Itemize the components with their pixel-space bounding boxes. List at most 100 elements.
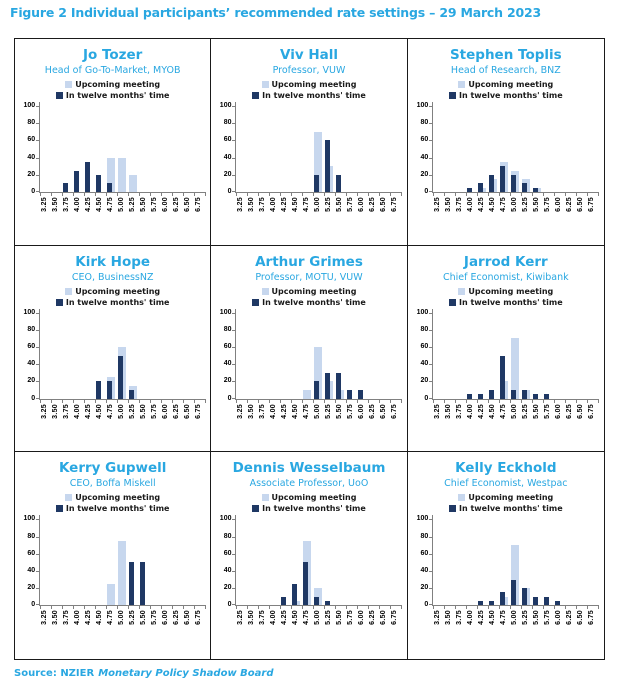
panels-grid: Jo Tozer Head of Go-To-Market, MYOB Upco…: [14, 38, 605, 660]
x-axis-labels: 3.25 3.50 3.75 4.00 4.25 4.50 4.75 5.00 5.25 5.50…: [433, 610, 599, 640]
bar-twelve-months: [511, 390, 517, 399]
x-axis-label: 3.25: [433, 197, 444, 227]
participant-name: Viv Hall: [279, 47, 338, 63]
legend-item-upcoming: Upcoming meeting: [261, 287, 356, 296]
plot-column: 3.25 3.50 3.75 4.00 4.25 4.50 4.75 5.00 5.25 5.50…: [36, 102, 207, 227]
x-axis-label: 6.50: [379, 610, 390, 640]
y-axis-tick: [429, 329, 434, 331]
x-axis-label: 3.50: [51, 404, 62, 434]
x-axis-label-text: 5.00: [511, 403, 519, 419]
y-axis-label: 60: [223, 549, 232, 557]
y-axis-label: 60: [27, 136, 36, 144]
x-axis-label-text: 6.50: [380, 610, 388, 626]
y-axis-label: 60: [420, 549, 429, 557]
rate-bar-chart: 0 20 40 60 80 100 3.25 3.50 3.75 4.00 4.25 4.50 4.75…: [19, 308, 207, 434]
x-axis-label-text: 3.25: [237, 197, 245, 212]
x-axis-label-text: 4.25: [85, 610, 93, 626]
plot-column: 3.25 3.50 3.75 4.00 4.25 4.50 4.75 5.00 5.25 5.50…: [36, 515, 207, 640]
legend-item-upcoming: Upcoming meeting: [65, 493, 160, 502]
x-axis-label: 6.00: [161, 610, 172, 640]
y-axis-tick: [429, 312, 434, 314]
legend-item-twelve-months: In twelve months' time: [449, 504, 563, 513]
x-axis-label: 5.50: [532, 197, 543, 227]
x-axis-label: 6.75: [587, 404, 598, 434]
x-axis-label-text: 5.50: [533, 403, 541, 419]
x-axis-label-text: 4.25: [85, 197, 93, 212]
y-axis-label: 80: [27, 325, 36, 333]
y-axis-tick: [36, 588, 41, 590]
y-axis-label: 100: [219, 102, 232, 109]
x-axis-label-text: 6.00: [555, 197, 563, 212]
x-axis-label-text: 6.25: [369, 610, 377, 626]
plot-area: [36, 515, 207, 607]
chart-legend: Upcoming meeting In twelve months' time: [252, 493, 366, 513]
x-axis-label-text: 6.00: [555, 403, 563, 419]
x-axis-label-text: 6.25: [173, 197, 181, 212]
x-axis-label: 3.25: [433, 610, 444, 640]
x-axis-label: 6.75: [587, 197, 598, 227]
x-axis-label: 6.00: [357, 610, 368, 640]
legend-label-upcoming: Upcoming meeting: [468, 493, 554, 503]
bar-twelve-months: [314, 381, 320, 399]
x-axis-label-text: 6.75: [391, 403, 399, 419]
y-axis-label: 20: [223, 377, 232, 385]
x-axis-label-text: 4.50: [489, 403, 497, 419]
x-axis-label-text: 4.00: [74, 197, 82, 212]
y-axis-tick: [232, 140, 237, 142]
x-axis-label-text: 4.25: [281, 197, 289, 212]
bar-twelve-months: [522, 183, 528, 192]
x-axis-label: 5.00: [313, 610, 324, 640]
y-axis-tick: [232, 536, 237, 538]
x-axis-label: 5.75: [346, 610, 357, 640]
x-axis-label-text: 4.25: [478, 403, 486, 419]
panel-kirk-hope: Kirk Hope CEO, BusinessNZ Upcoming meeti…: [15, 245, 212, 453]
y-axis-label: 60: [223, 136, 232, 144]
y-axis-label: 20: [27, 170, 36, 178]
participant-name: Stephen Toplis: [449, 47, 562, 63]
x-axis-label-text: 3.25: [41, 610, 49, 626]
bar-twelve-months: [303, 562, 309, 606]
participant-role: Professor, VUW: [272, 65, 346, 76]
y-axis-label: 80: [420, 532, 429, 540]
legend-item-twelve-months: In twelve months' time: [55, 504, 169, 513]
x-axis-label-text: 6.75: [588, 610, 596, 626]
x-axis-label: 6.25: [565, 197, 576, 227]
x-axis-label: 6.75: [390, 610, 401, 640]
x-axis-label: 5.25: [324, 404, 335, 434]
participant-role: Professor, MOTU, VUW: [255, 271, 363, 283]
x-axis-label: 4.50: [95, 404, 106, 434]
y-axis-tick: [36, 570, 41, 572]
x-axis-label-text: 4.75: [107, 403, 115, 419]
y-axis-label: 40: [223, 566, 232, 574]
panel-kerry-gupwell: Kerry Gupwell CEO, Boffa Miskell Upcomin…: [15, 452, 212, 659]
x-axis-label: 4.75: [106, 197, 117, 227]
panel-arthur-grimes: Arthur Grimes Professor, MOTU, VUW Upcom…: [211, 245, 408, 453]
x-axis-label: 4.25: [84, 404, 95, 434]
y-axis-tick: [36, 191, 41, 192]
legend-label-twelve-months: In twelve months' time: [459, 91, 563, 100]
x-axis-label: 3.25: [433, 404, 444, 434]
rate-bar-chart: 0 20 40 60 80 100 3.25 3.50 3.75 4.00 4.25 4.50 4.75…: [215, 308, 403, 434]
x-axis-label: 4.25: [477, 197, 488, 227]
x-axis-label: 6.75: [194, 197, 205, 227]
x-axis-label: 6.25: [368, 197, 379, 227]
x-axis-label-text: 4.75: [107, 197, 115, 212]
participant-role: Chief Economist, Kiwibank: [443, 271, 569, 283]
plot-column: 3.25 3.50 3.75 4.00 4.25 4.50 4.75 5.00 5.25 5.50…: [232, 308, 403, 434]
x-axis-label-text: 5.50: [140, 403, 148, 419]
x-axis-labels: 3.25 3.50 3.75 4.00 4.25 4.50 4.75 5.00 5.25 5.50…: [433, 197, 599, 227]
bar-twelve-months: [325, 140, 331, 192]
y-axis-label: 0: [31, 394, 36, 402]
x-axis-label: 4.00: [269, 610, 280, 640]
x-axis-label-text: 4.00: [467, 610, 475, 626]
x-axis-label-text: 5.00: [511, 197, 519, 212]
participant-role: Head of Research, BNZ: [450, 65, 561, 76]
chart-legend: Upcoming meeting In twelve months' time: [55, 287, 169, 307]
panel-stephen-toplis: Stephen Toplis Head of Research, BNZ Upc…: [407, 39, 604, 246]
x-axis-label: 6.00: [161, 197, 172, 227]
x-axis-label: 5.25: [324, 197, 335, 227]
participant-name: Kerry Gupwell: [58, 460, 167, 477]
x-axis-label: 4.75: [106, 610, 117, 640]
bar-twelve-months: [129, 562, 135, 606]
rate-bar-chart: 0 20 40 60 80 100 3.25 3.50 3.75 4.00 4.25 4.50 4.75…: [19, 102, 207, 227]
